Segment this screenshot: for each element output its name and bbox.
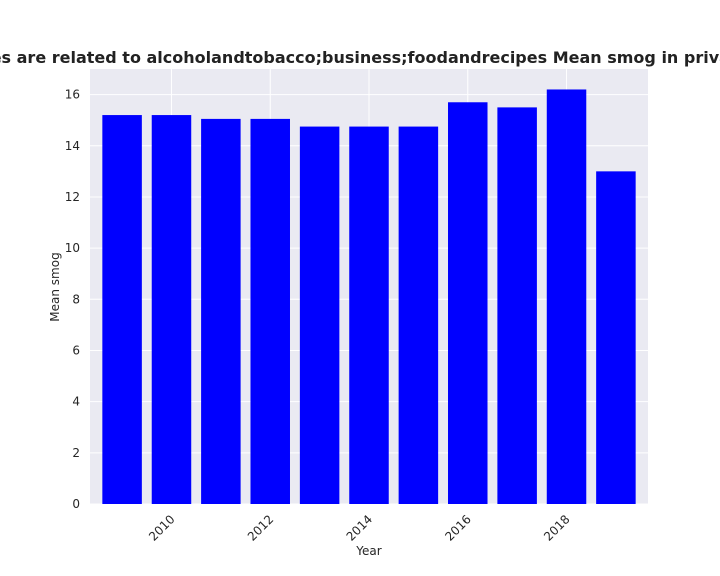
x-tick-label: 2010 <box>146 512 177 543</box>
bar <box>250 118 290 504</box>
y-axis-label: Mean smog <box>48 252 62 321</box>
x-tick-label: 2016 <box>442 512 473 543</box>
chart-title: Categories are related to alcoholandtoba… <box>0 48 720 67</box>
y-tick-labels: 0 2 4 6 8 10 12 14 16 <box>65 88 80 511</box>
x-axis-label: Year <box>355 544 381 558</box>
bars <box>102 89 636 505</box>
y-tick-label: 14 <box>65 139 80 153</box>
y-tick-label: 4 <box>72 395 80 409</box>
y-tick-label: 8 <box>72 292 80 306</box>
y-tick-label: 16 <box>65 88 80 102</box>
y-tick-label: 12 <box>65 190 80 204</box>
x-tick-label: 2014 <box>344 512 375 543</box>
y-tick-label: 2 <box>72 446 80 460</box>
x-tick-label: 2012 <box>245 512 276 543</box>
x-tick-label: 2018 <box>541 512 572 543</box>
y-tick-label: 0 <box>72 497 80 511</box>
bar <box>299 126 340 504</box>
x-tick-labels: 2010 2012 2014 2016 2018 <box>146 512 573 543</box>
bar <box>448 102 488 504</box>
bar <box>596 171 636 504</box>
bar <box>102 115 142 504</box>
bar <box>398 126 439 504</box>
bar <box>151 115 192 504</box>
bar <box>497 107 537 504</box>
y-tick-label: 6 <box>72 343 80 357</box>
bar <box>546 89 587 505</box>
y-tick-label: 10 <box>65 241 80 255</box>
bar <box>201 118 241 504</box>
bar <box>349 126 389 504</box>
